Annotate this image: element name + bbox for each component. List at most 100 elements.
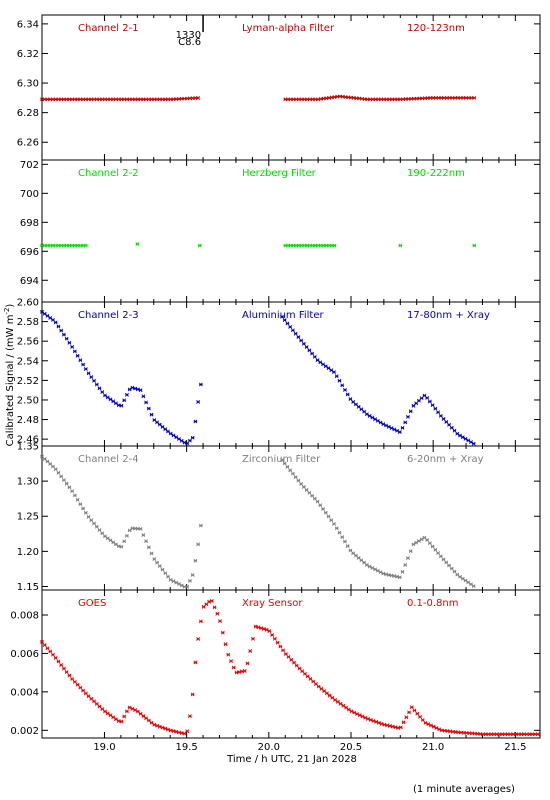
data-point (427, 541, 432, 546)
data-point (92, 521, 96, 526)
data-point (108, 397, 113, 402)
data-point (81, 688, 86, 693)
y-tick-label: 2.50 (17, 395, 39, 406)
y-tick-label: 6.34 (17, 19, 39, 30)
data-point (384, 572, 388, 577)
data-point (83, 367, 88, 371)
data-point (267, 629, 272, 634)
panel-filter-label: Herzberg Filter (242, 168, 317, 179)
data-point (179, 438, 184, 443)
panel-frame (41, 589, 541, 739)
y-tick-label: 1.35 (17, 442, 39, 453)
data-point (441, 557, 446, 562)
data-point (229, 659, 233, 664)
data-point (177, 437, 181, 441)
data-point (411, 542, 416, 547)
data-point (171, 433, 176, 438)
data-point (166, 574, 170, 579)
data-point (185, 584, 190, 589)
data-point (323, 364, 328, 369)
data-point (338, 701, 343, 706)
data-point (343, 539, 347, 544)
data-point (242, 669, 247, 673)
data-point (323, 510, 328, 515)
data-point (190, 573, 195, 577)
data-point (119, 403, 124, 408)
data-point (463, 578, 468, 583)
data-point (366, 717, 370, 721)
panel-channel-label: Channel 2-3 (78, 310, 139, 321)
data-point (72, 679, 77, 684)
data-point (152, 557, 157, 562)
footnote: (1 minute averages) (413, 784, 515, 795)
data-point (149, 412, 154, 417)
data-point (444, 560, 449, 565)
data-point (231, 665, 236, 670)
data-point (190, 435, 195, 440)
data-point (310, 351, 315, 356)
y-tick-label: 0.008 (10, 610, 39, 621)
data-point (275, 640, 280, 645)
data-point (105, 536, 110, 541)
data-point (174, 435, 179, 440)
data-point (307, 490, 312, 495)
y-tick-label: 0.006 (10, 649, 39, 660)
y-tick-label: 2.46 (17, 435, 39, 446)
data-point (418, 714, 422, 719)
data-point (304, 487, 309, 492)
data-point (97, 386, 102, 391)
data-point (237, 670, 242, 674)
data-point (286, 654, 291, 659)
data-point (141, 394, 146, 399)
data-point (272, 636, 277, 641)
data-point (64, 670, 69, 674)
data-point (364, 563, 369, 567)
data-point (301, 341, 306, 346)
data-point (166, 727, 170, 732)
data-point (449, 425, 454, 430)
data-point (312, 354, 317, 359)
data-point (386, 572, 391, 577)
data-point (103, 534, 107, 539)
data-point (70, 489, 75, 494)
data-point (280, 458, 284, 462)
data-point (212, 605, 217, 610)
data-point (209, 598, 214, 603)
data-point (387, 724, 392, 728)
data-point (67, 340, 72, 345)
data-point (382, 722, 387, 727)
y-tick-label: 702 (20, 160, 39, 171)
data-point (430, 544, 435, 549)
data-point (400, 425, 405, 430)
data-point (116, 719, 121, 724)
data-point (124, 533, 129, 538)
data-point (59, 663, 64, 667)
data-point (345, 392, 350, 397)
data-point (368, 718, 373, 722)
data-point (447, 422, 451, 427)
data-point (124, 709, 129, 714)
data-point (438, 413, 443, 418)
y-axis-label: Calibrated Signal / (mW m-2) (3, 304, 16, 447)
data-point (441, 417, 446, 421)
data-point (171, 729, 176, 733)
data-point (408, 409, 413, 414)
data-point (119, 719, 124, 724)
data-point (122, 539, 127, 544)
data-point (285, 321, 290, 326)
data-point (207, 599, 212, 604)
data-point (127, 528, 132, 533)
data-point (111, 715, 116, 720)
panel-band-label: 190-222nm (407, 168, 465, 179)
flare-class-label: C8.6 (178, 37, 201, 48)
data-point (163, 571, 168, 576)
data-point (61, 666, 66, 671)
data-point (340, 383, 345, 388)
y-tick-label: 1.15 (17, 582, 39, 593)
data-point (294, 663, 299, 668)
data-point (42, 311, 47, 316)
data-point (177, 730, 181, 735)
data-point (114, 401, 118, 406)
data-point (282, 461, 287, 466)
data-point (290, 471, 295, 476)
